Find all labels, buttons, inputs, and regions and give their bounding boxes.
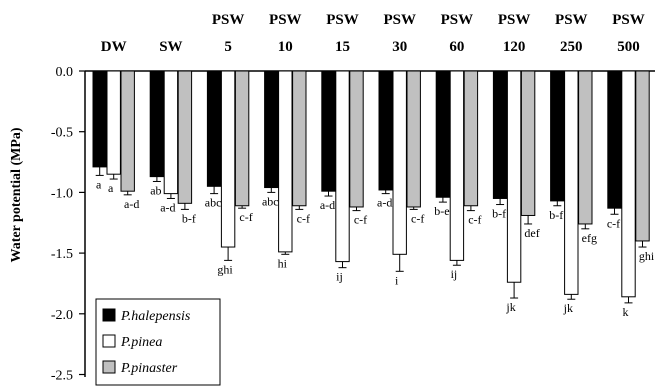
significance-letter: abc bbox=[262, 194, 279, 208]
significance-letter: ghi bbox=[217, 262, 233, 276]
significance-letter: c-f bbox=[468, 213, 481, 227]
significance-letter: jk bbox=[563, 301, 573, 315]
category-label-line1: PSW bbox=[498, 12, 531, 28]
bar bbox=[349, 70, 364, 208]
significance-letter: a-d bbox=[124, 197, 139, 211]
bar bbox=[578, 70, 593, 225]
significance-letter: a-d bbox=[320, 198, 335, 212]
bars: a a a-d ab a-d b-f abc ghi c-f abc hi c-f a-d ij c-f a-… bbox=[92, 70, 655, 319]
significance-letter: c-f bbox=[297, 211, 310, 225]
legend-swatch bbox=[102, 334, 116, 348]
bar bbox=[106, 70, 121, 175]
bar bbox=[92, 70, 107, 168]
bar bbox=[607, 70, 622, 209]
bar bbox=[635, 70, 650, 242]
bar bbox=[278, 70, 293, 253]
bar bbox=[463, 70, 479, 207]
category-labels: DW SW PSW 5 PSW 10 PSW 15 PSW 30 PSW 60 PSW 120 PSW 250… bbox=[101, 12, 645, 55]
category-label: 60 bbox=[449, 39, 464, 55]
category-label-line1: PSW bbox=[612, 12, 645, 28]
category-label: 15 bbox=[335, 39, 350, 55]
bar bbox=[449, 70, 465, 261]
legend-swatch bbox=[102, 360, 116, 374]
significance-letter: ab bbox=[150, 183, 161, 197]
significance-letter: ghi bbox=[639, 249, 655, 263]
bar bbox=[506, 70, 522, 283]
bar bbox=[335, 70, 350, 263]
significance-letter: c-f bbox=[607, 216, 620, 230]
significance-letter: c-f bbox=[411, 211, 424, 225]
bar bbox=[435, 70, 451, 198]
bar bbox=[621, 70, 636, 298]
y-axis: 0.0 -0.5 -1.0 -1.5 -2.0 -2.5 bbox=[51, 65, 86, 384]
significance-letter: k bbox=[623, 305, 629, 319]
bar bbox=[406, 70, 421, 208]
category-label-line1: PSW bbox=[383, 12, 416, 28]
category-label: 250 bbox=[560, 39, 583, 55]
category-label: 120 bbox=[503, 39, 526, 55]
category-label-line1: PSW bbox=[555, 12, 588, 28]
category-label-line1: PSW bbox=[326, 12, 359, 28]
category-label: 5 bbox=[224, 39, 232, 55]
bar bbox=[321, 70, 336, 192]
legend-label: P.pinaster bbox=[120, 361, 178, 376]
bar bbox=[149, 70, 165, 178]
significance-letter: ij bbox=[336, 270, 343, 284]
bar bbox=[177, 70, 193, 204]
significance-letter: jk bbox=[505, 300, 515, 314]
y-tick-label: -2.0 bbox=[51, 308, 73, 323]
bar bbox=[264, 70, 279, 189]
significance-letter: c-f bbox=[239, 210, 252, 224]
significance-letter: def bbox=[524, 226, 539, 240]
bar bbox=[392, 70, 407, 255]
category-label-line1: PSW bbox=[212, 12, 245, 28]
bar bbox=[120, 70, 135, 192]
y-axis-label: Water potential (MPa) bbox=[9, 127, 24, 262]
bar bbox=[220, 70, 236, 248]
bar bbox=[564, 70, 579, 295]
y-tick-label: -1.5 bbox=[51, 247, 73, 262]
legend-swatch bbox=[102, 308, 116, 322]
category-label: SW bbox=[159, 39, 182, 55]
bar bbox=[206, 70, 222, 187]
significance-letter: a-d bbox=[377, 196, 392, 210]
category-label: 10 bbox=[278, 39, 293, 55]
significance-letter: c-f bbox=[354, 213, 367, 227]
bar bbox=[378, 70, 393, 191]
bar bbox=[492, 70, 508, 199]
category-label: DW bbox=[101, 39, 127, 55]
legend-label: P.pinea bbox=[120, 335, 162, 350]
significance-letter: a bbox=[96, 177, 102, 191]
bar bbox=[550, 70, 565, 202]
significance-letter: efg bbox=[582, 231, 597, 245]
bar bbox=[520, 70, 536, 216]
y-tick-label: -2.5 bbox=[51, 369, 73, 384]
significance-letter: abc bbox=[205, 196, 222, 210]
legend-label: P.halepensis bbox=[120, 309, 191, 324]
significance-letter: i bbox=[395, 273, 399, 287]
y-tick-label: -0.5 bbox=[51, 126, 73, 141]
significance-letter: a bbox=[108, 181, 114, 195]
y-tick-label: 0.0 bbox=[56, 65, 74, 80]
legend-box bbox=[95, 298, 221, 386]
bar bbox=[163, 70, 179, 195]
bar bbox=[292, 70, 307, 207]
bar bbox=[234, 70, 250, 207]
significance-letter: hi bbox=[278, 256, 288, 270]
significance-letter: ij bbox=[451, 267, 458, 281]
legend: P.halepensis P.pinea P.pinaster bbox=[95, 298, 221, 386]
category-label-line1: PSW bbox=[269, 12, 302, 28]
category-label: 30 bbox=[392, 39, 407, 55]
significance-letter: b-f bbox=[182, 211, 196, 225]
y-tick-label: -1.0 bbox=[51, 186, 73, 201]
category-label-line1: PSW bbox=[441, 12, 474, 28]
significance-letter: b-e bbox=[434, 204, 449, 218]
category-label: 500 bbox=[617, 39, 640, 55]
significance-letter: b-f bbox=[492, 207, 506, 221]
significance-letter: b-f bbox=[549, 208, 563, 222]
significance-letter: a-d bbox=[160, 200, 175, 214]
